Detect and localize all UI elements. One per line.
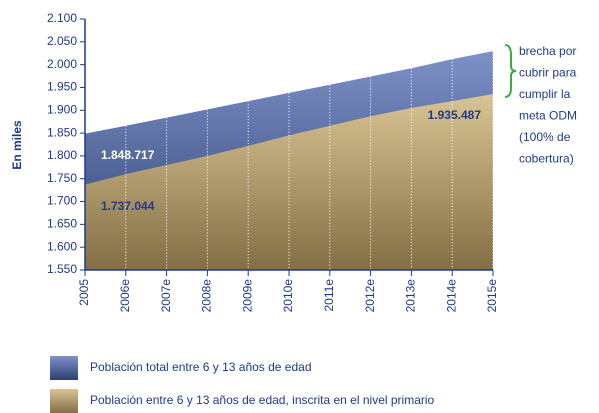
y-tick-label: 2.000 bbox=[47, 57, 77, 71]
y-axis-label: En miles bbox=[10, 120, 24, 170]
x-tick-label: 2014e bbox=[444, 279, 458, 313]
y-tick-label: 1.800 bbox=[47, 148, 77, 162]
legend-swatch bbox=[50, 356, 78, 380]
value-label: 2.029.528 bbox=[428, 33, 482, 47]
x-tick-label: 2012e bbox=[363, 279, 377, 313]
annotation: cubrir para bbox=[519, 66, 577, 80]
x-tick-label: 2015e bbox=[485, 279, 499, 313]
x-tick-label: 2013e bbox=[404, 279, 418, 313]
x-tick-label: 2007e bbox=[159, 279, 173, 313]
x-tick-label: 2005 bbox=[77, 279, 91, 306]
legend-swatch bbox=[50, 389, 78, 413]
annotation: meta ODM bbox=[519, 109, 577, 123]
area bbox=[85, 94, 493, 270]
y-tick-label: 1.750 bbox=[47, 171, 77, 185]
value-label: 1.935.487 bbox=[428, 108, 482, 122]
x-tick-label: 2011e bbox=[322, 279, 336, 312]
y-tick-label: 2.100 bbox=[47, 11, 77, 25]
x-tick-label: 2008e bbox=[200, 279, 214, 313]
y-tick-label: 1.900 bbox=[47, 102, 77, 116]
annotation: (100% de bbox=[519, 130, 571, 144]
annotation: cumplir la bbox=[519, 87, 571, 101]
y-tick-label: 1.550 bbox=[47, 262, 77, 276]
value-label: 1.848.717 bbox=[101, 148, 155, 162]
y-tick-label: 1.850 bbox=[47, 125, 77, 139]
gap-bracket bbox=[504, 44, 517, 98]
legend-label: Población total entre 6 y 13 años de eda… bbox=[90, 360, 312, 374]
y-tick-label: 1.950 bbox=[47, 80, 77, 94]
y-tick-label: 2.050 bbox=[47, 34, 77, 48]
x-tick-label: 2006e bbox=[118, 279, 132, 313]
y-tick-label: 1.700 bbox=[47, 194, 77, 208]
annotation: cobertura) bbox=[519, 152, 574, 166]
value-label: 1.737.044 bbox=[101, 199, 155, 213]
annotation: brecha por bbox=[519, 44, 576, 58]
x-tick-label: 2010e bbox=[281, 279, 295, 313]
y-tick-label: 1.650 bbox=[47, 217, 77, 231]
legend-label: Población entre 6 y 13 años de edad, ins… bbox=[90, 393, 435, 407]
y-tick-label: 1.600 bbox=[47, 239, 77, 253]
x-tick-label: 2009e bbox=[240, 279, 254, 313]
